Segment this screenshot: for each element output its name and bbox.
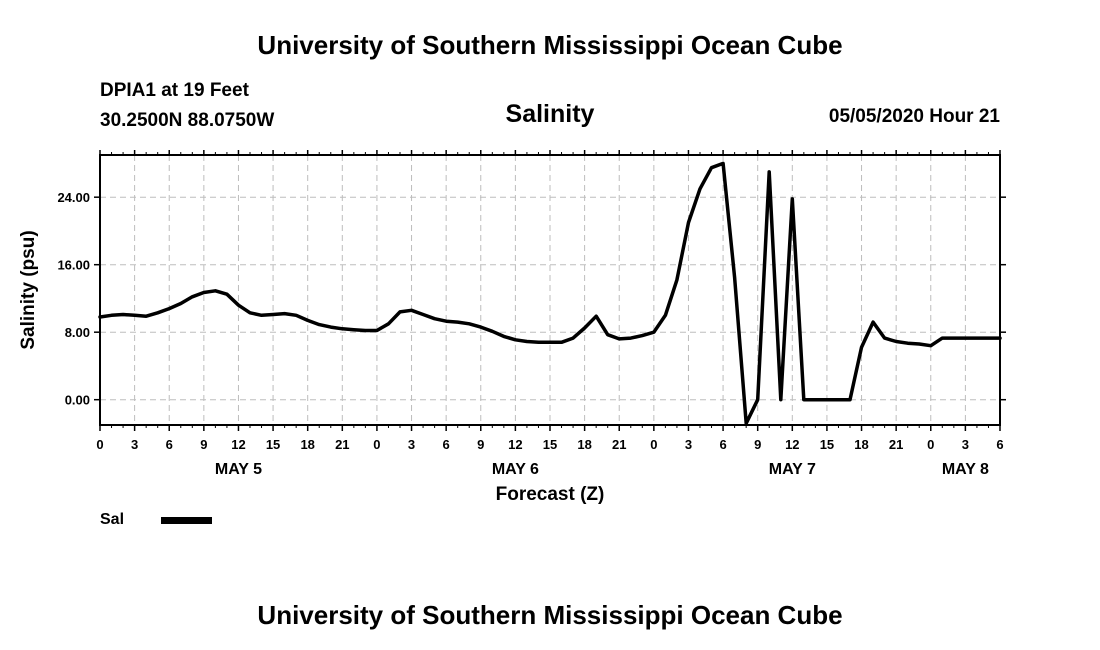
x-tick-label: 9 [754,437,761,452]
x-tick-label: 3 [131,437,138,452]
x-tick-label: 0 [927,437,934,452]
x-tick-label: 6 [443,437,450,452]
x-tick-label: 6 [719,437,726,452]
x-tick-label: 18 [300,437,314,452]
x-tick-label: 21 [335,437,349,452]
x-tick-label: 15 [543,437,557,452]
x-tick-label: 12 [508,437,522,452]
x-tick-label: 0 [96,437,103,452]
x-axis-label: Forecast (Z) [496,484,605,505]
x-tick-label: 18 [577,437,591,452]
x-tick-label: 12 [231,437,245,452]
forecast-datetime: 05/05/2020 Hour 21 [828,106,1000,127]
x-tick-label: 6 [996,437,1003,452]
x-day-label: MAY 5 [215,461,262,478]
x-tick-label: 15 [266,437,280,452]
footer-title: University of Southern Mississippi Ocean… [257,600,843,630]
x-tick-label: 9 [477,437,484,452]
x-tick-label: 3 [962,437,969,452]
legend-swatch [161,517,212,524]
x-tick-label: 6 [166,437,173,452]
x-tick-label: 21 [612,437,626,452]
x-day-label: MAY 7 [769,461,816,478]
x-tick-label: 9 [200,437,207,452]
x-tick-label: 3 [685,437,692,452]
y-tick-label: 24.00 [57,190,90,205]
station-coords: 30.2500N 88.0750W [100,110,275,131]
x-tick-label: 18 [854,437,868,452]
x-tick-label: 0 [650,437,657,452]
legend-label: Sal [100,511,125,528]
x-tick-label: 12 [785,437,799,452]
header-title: University of Southern Mississippi Ocean… [257,30,843,60]
station-name: DPIA1 at 19 Feet [100,80,249,101]
y-tick-label: 16.00 [57,258,90,273]
x-tick-label: 21 [889,437,903,452]
x-tick-label: 0 [373,437,380,452]
x-day-label: MAY 6 [492,461,539,478]
y-axis-label: Salinity (psu) [18,230,39,349]
x-tick-label: 15 [820,437,834,452]
x-day-label: MAY 8 [942,461,989,478]
chart-title: Salinity [505,100,595,128]
station-info: DPIA1 at 19 Feet 30.2500N 88.0750W [100,76,274,136]
y-tick-label: 0.00 [65,393,90,408]
y-tick-label: 8.00 [65,325,90,340]
x-tick-label: 3 [408,437,415,452]
series-line-sal [98,161,1002,426]
